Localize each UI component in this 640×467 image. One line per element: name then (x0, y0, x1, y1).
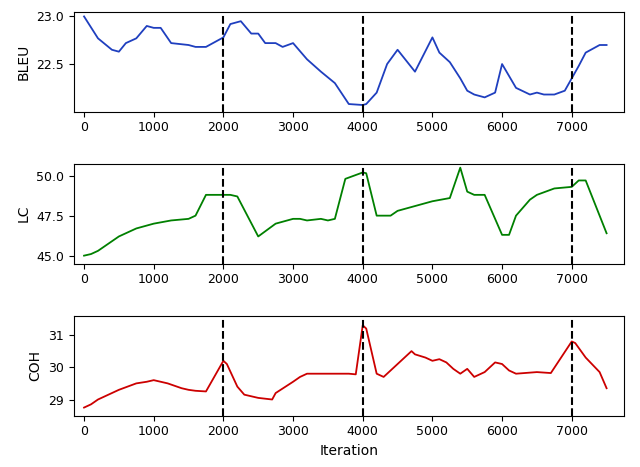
Y-axis label: BLEU: BLEU (17, 43, 31, 80)
Y-axis label: LC: LC (17, 205, 30, 222)
X-axis label: Iteration: Iteration (319, 444, 378, 458)
Y-axis label: COH: COH (28, 350, 42, 381)
